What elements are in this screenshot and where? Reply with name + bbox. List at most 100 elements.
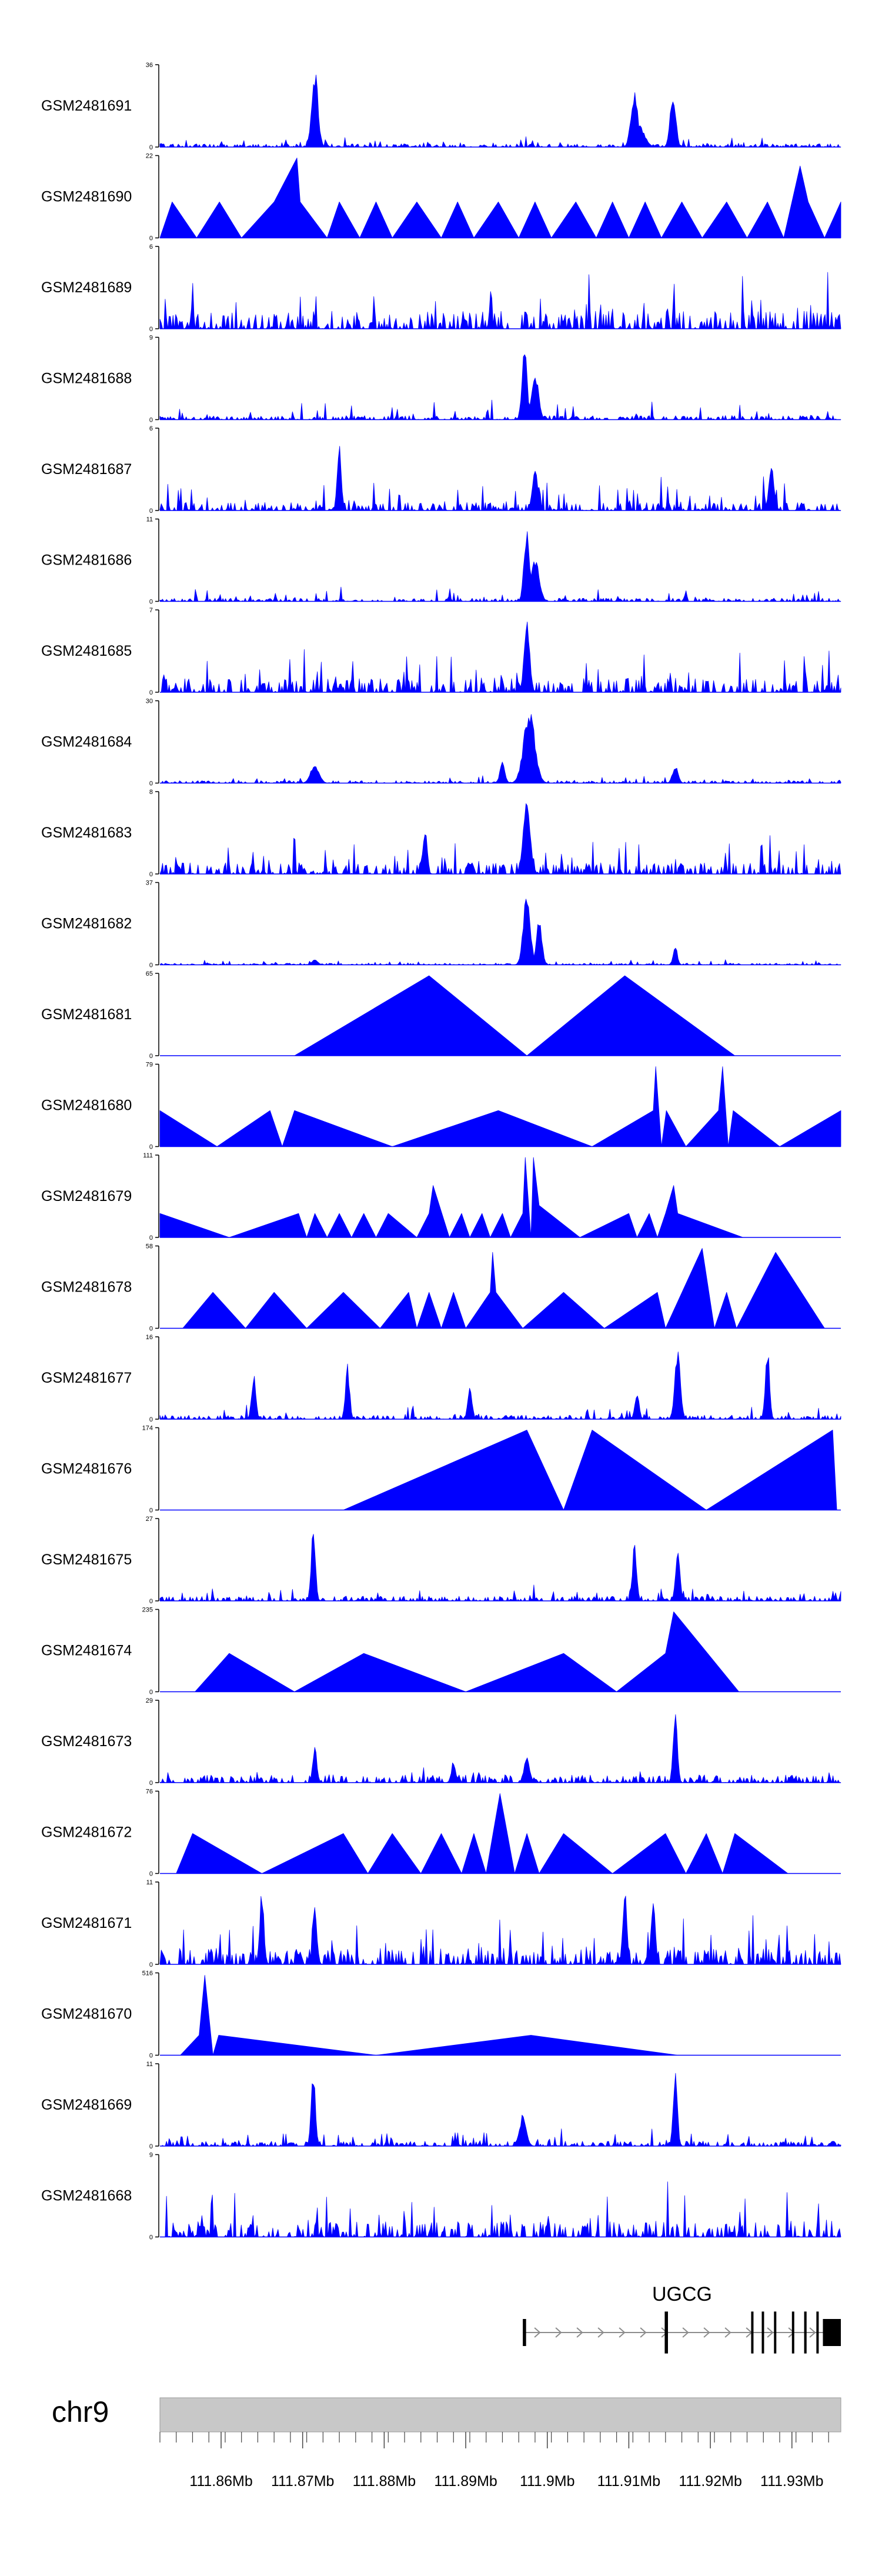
track-label: GSM2481668 — [41, 2188, 132, 2204]
track-label: GSM2481669 — [41, 2097, 132, 2113]
strand-arrow — [724, 2327, 731, 2338]
track-label: GSM2481683 — [41, 825, 132, 841]
signal-area — [159, 714, 841, 783]
y-min-label: 0 — [149, 417, 153, 424]
exon — [664, 2311, 668, 2354]
y-max-label: 29 — [146, 1697, 153, 1704]
track-label: GSM2481689 — [41, 279, 132, 296]
signal-area — [159, 622, 841, 693]
y-min-label: 0 — [149, 780, 153, 788]
signal-area — [195, 1611, 739, 1692]
y-min-label: 0 — [149, 871, 153, 878]
y-min-label: 0 — [149, 689, 153, 696]
track-label: GSM2481680 — [41, 1097, 132, 1114]
y-min-label: 0 — [149, 1234, 153, 1242]
y-max-label: 11 — [146, 516, 153, 523]
x-tick-label: 111.86Mb — [189, 2473, 252, 2490]
y-max-label: 7 — [149, 607, 153, 614]
y-max-label: 58 — [146, 1243, 153, 1250]
y-max-label: 174 — [142, 1425, 153, 1432]
signal-area — [159, 272, 841, 329]
strand-arrow — [619, 2327, 626, 2338]
track-label: GSM2481686 — [41, 552, 132, 569]
y-min-label: 0 — [149, 1326, 153, 1333]
track-label: GSM2481673 — [41, 1733, 132, 1750]
x-tick-label: 111.87Mb — [271, 2473, 334, 2490]
signal-area — [159, 75, 841, 148]
x-tick-label: 111.9Mb — [520, 2473, 575, 2490]
track-label: GSM2481672 — [41, 1824, 132, 1841]
y-min-label: 0 — [149, 2234, 153, 2241]
track-label: GSM2481682 — [41, 916, 132, 932]
signal-area — [159, 803, 841, 875]
track-label: GSM2481677 — [41, 1370, 132, 1386]
signal-area — [343, 1430, 837, 1510]
x-tick-label: 111.93Mb — [760, 2473, 823, 2490]
exon — [761, 2311, 764, 2354]
y-max-label: 30 — [146, 698, 153, 705]
y-max-label: 36 — [146, 62, 153, 69]
track-label: GSM2481685 — [41, 643, 132, 659]
ideogram-band — [159, 2397, 841, 2432]
signal-area — [159, 1534, 841, 1601]
y-min-label: 0 — [149, 599, 153, 606]
y-max-label: 11 — [146, 1879, 153, 1886]
track-label: GSM2481679 — [41, 1188, 132, 1204]
y-max-label: 6 — [149, 243, 153, 251]
signal-area — [159, 2181, 841, 2237]
strand-arrow — [597, 2327, 604, 2338]
y-min-label: 0 — [149, 1053, 153, 1060]
signal-area — [159, 1066, 841, 1147]
y-max-label: 9 — [149, 2152, 153, 2159]
y-min-label: 0 — [149, 1780, 153, 1787]
track-label: GSM2481671 — [41, 1915, 132, 1931]
exon — [791, 2311, 794, 2354]
strand-arrow — [534, 2327, 541, 2338]
y-max-label: 27 — [146, 1516, 153, 1523]
y-min-label: 0 — [149, 326, 153, 333]
y-min-label: 0 — [149, 144, 153, 151]
y-max-label: 111 — [143, 1152, 153, 1159]
signal-area — [294, 975, 736, 1056]
y-min-label: 0 — [149, 2143, 153, 2150]
exon — [774, 2311, 777, 2354]
y-max-label: 235 — [142, 1607, 153, 1614]
track-label: GSM2481687 — [41, 461, 132, 478]
signal-area — [159, 1352, 841, 1420]
strand-arrow — [682, 2327, 689, 2338]
track-label: GSM2481675 — [41, 1551, 132, 1568]
strand-arrow — [703, 2327, 710, 2338]
strand-arrow — [555, 2327, 562, 2338]
track-label: GSM2481676 — [41, 1461, 132, 1477]
signal-area — [159, 158, 841, 238]
y-max-label: 11 — [146, 2061, 153, 2068]
strand-arrow — [767, 2327, 774, 2338]
y-min-label: 0 — [149, 508, 153, 515]
y-min-label: 0 — [149, 1416, 153, 1423]
exon — [751, 2311, 754, 2354]
y-max-label: 76 — [146, 1788, 153, 1796]
y-min-label: 0 — [149, 2053, 153, 2060]
exon — [823, 2319, 841, 2346]
y-max-label: 37 — [146, 880, 153, 887]
y-min-label: 0 — [149, 1689, 153, 1696]
track-label: GSM2481690 — [41, 189, 132, 205]
y-max-label: 22 — [146, 153, 153, 160]
signal-area — [159, 2073, 841, 2147]
y-max-label: 6 — [149, 425, 153, 432]
chromosome-label: chr9 — [52, 2395, 109, 2428]
strand-arrow — [640, 2327, 647, 2338]
y-min-label: 0 — [149, 962, 153, 969]
signal-area — [176, 1793, 789, 1874]
y-max-label: 8 — [149, 789, 153, 796]
y-min-label: 0 — [149, 1598, 153, 1605]
y-max-label: 516 — [142, 1970, 153, 1977]
x-tick-label: 111.88Mb — [353, 2473, 416, 2490]
signal-area — [180, 1975, 678, 2056]
y-max-label: 79 — [146, 1062, 153, 1069]
signal-area — [159, 899, 841, 965]
signal-area — [159, 446, 841, 511]
x-tick-label: 111.91Mb — [597, 2473, 660, 2490]
exon — [816, 2311, 819, 2354]
y-min-label: 0 — [149, 1144, 153, 1151]
